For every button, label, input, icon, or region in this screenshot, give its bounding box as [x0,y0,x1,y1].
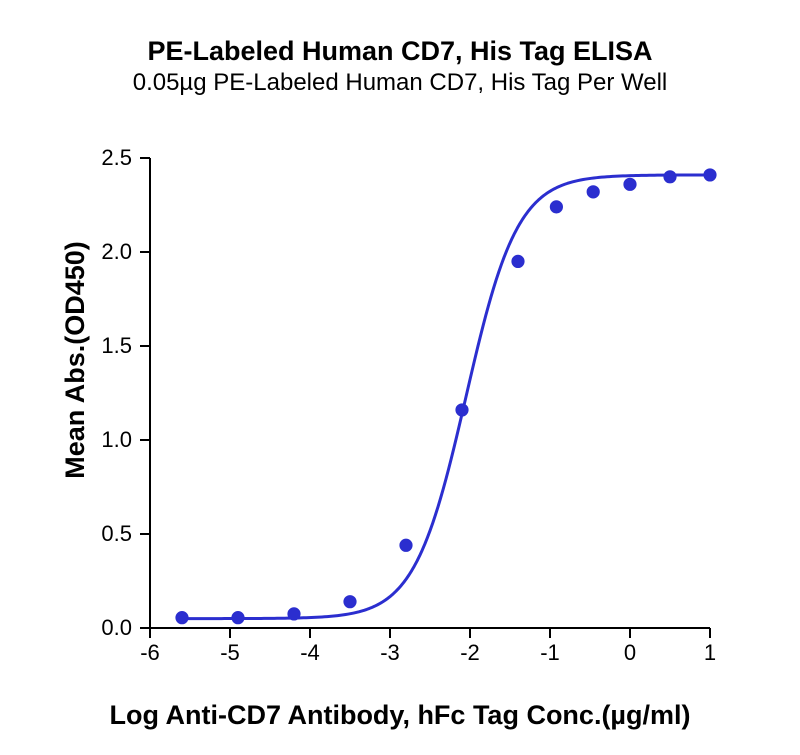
x-tick-label: -6 [140,640,160,665]
data-point [176,612,188,624]
y-tick-label: 2.5 [101,145,132,170]
x-tick-label: -3 [380,640,400,665]
chart-subtitle: 0.05µg PE-Labeled Human CD7, His Tag Per… [0,69,800,97]
y-tick-label: 0.5 [101,521,132,546]
y-tick-label: 0.0 [101,615,132,640]
figure-root: PE-Labeled Human CD7, His Tag ELISA 0.05… [0,0,800,755]
data-point [344,596,356,608]
x-tick-label: 1 [704,640,716,665]
chart-title: PE-Labeled Human CD7, His Tag ELISA [0,36,800,67]
data-point [512,255,524,267]
y-tick-label: 1.5 [101,333,132,358]
data-point [704,169,716,181]
data-point [232,612,244,624]
fit-curve [182,175,710,619]
plot-svg: -6 -5 -4 -3 -2 -1 0 1 0.0 0.5 1.0 1.5 2.0 2.5 [90,98,770,688]
x-tick-label: -5 [220,640,240,665]
x-tick-label: -4 [300,640,320,665]
data-point [288,608,300,620]
data-point [550,201,562,213]
y-tick-label: 1.0 [101,427,132,452]
data-point [664,171,676,183]
data-point [624,178,636,190]
x-axis-label: Log Anti-CD7 Antibody, hFc Tag Conc.(µg/… [0,700,800,731]
plot-area: -6 -5 -4 -3 -2 -1 0 1 0.0 0.5 1.0 1.5 2.0 2.5 [90,98,770,688]
title-block: PE-Labeled Human CD7, His Tag ELISA 0.05… [0,36,800,97]
x-tick-label: -1 [540,640,560,665]
data-point [456,404,468,416]
x-tick-label: 0 [624,640,636,665]
y-axis-label: Mean Abs.(OD450) [60,160,91,560]
y-tick-label: 2.0 [101,239,132,264]
data-point [587,186,599,198]
data-point [400,539,412,551]
x-tick-label: -2 [460,640,480,665]
